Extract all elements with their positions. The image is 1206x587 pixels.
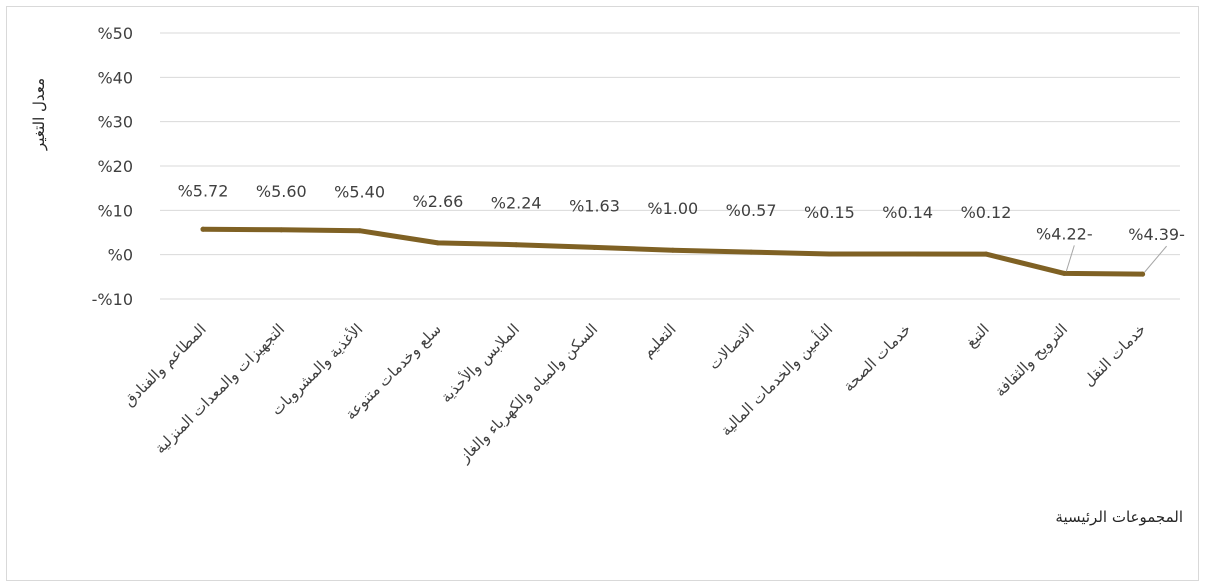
y-tick-label: %10 — [97, 201, 133, 220]
y-tick-label: %20 — [97, 157, 133, 176]
data-label: %1.63 — [569, 196, 620, 215]
data-point — [513, 242, 519, 248]
data-label: %0.15 — [804, 203, 855, 222]
y-tick-label: %40 — [97, 68, 133, 87]
x-tick-label: الاتصالات — [705, 320, 758, 373]
data-point — [670, 247, 676, 253]
data-label: %0.12 — [961, 203, 1012, 222]
data-point — [200, 226, 206, 232]
data-label: %5.72 — [178, 181, 229, 200]
data-point — [826, 251, 832, 257]
x-axis-title: المجموعات الرئيسية — [1055, 508, 1183, 526]
x-tick-label: الملابس والأحذية — [436, 319, 523, 406]
data-label: %0.14 — [882, 203, 933, 222]
data-point — [278, 227, 284, 233]
data-point — [905, 251, 911, 257]
leader-lines — [1065, 245, 1167, 273]
x-tick-label: الترويح والثقافة — [991, 320, 1071, 400]
leader-line — [1144, 245, 1167, 273]
x-tick-label: التبغ — [962, 320, 993, 351]
data-label: %2.66 — [412, 192, 463, 211]
y-axis-ticks: %50 %40 %30 %20 %10 %0 -%10 — [92, 24, 133, 309]
data-label: %4.22- — [1036, 224, 1093, 243]
y-tick-label: %50 — [97, 24, 133, 43]
x-tick-label: المطاعم والفنادق — [120, 320, 210, 410]
x-tick-label: خدمات النقل — [1080, 320, 1150, 390]
x-tick-label: التجهيزات والمعدات المنزلية — [151, 320, 288, 457]
data-point — [435, 240, 441, 246]
data-label: %2.24 — [491, 194, 542, 213]
data-point — [748, 249, 754, 255]
data-label: %5.60 — [256, 182, 307, 201]
chart-frame — [6, 6, 1199, 581]
x-tick-label: السكن والمياه والكهرباء والغاز — [455, 320, 601, 466]
data-label: %5.40 — [334, 183, 385, 202]
y-tick-label: -%10 — [92, 290, 133, 309]
x-tick-label: خدمات الصحة — [839, 320, 914, 395]
y-axis-title: معدل التغير — [30, 78, 48, 151]
data-point — [1061, 270, 1067, 276]
data-point — [1140, 271, 1146, 277]
y-tick-label: %30 — [97, 113, 133, 132]
x-tick-label: التعليم — [639, 320, 680, 361]
data-point — [357, 228, 363, 234]
data-labels: %5.72 %5.60 %5.40 %2.66 %2.24 %1.63 %1.00 %0.57… — [178, 181, 1185, 244]
series-line-group — [200, 226, 1146, 277]
data-point — [592, 244, 597, 250]
data-label: %1.00 — [647, 199, 698, 218]
data-label: %0.57 — [726, 201, 777, 220]
y-tick-label: %0 — [108, 246, 133, 265]
data-label: %4.39- — [1128, 225, 1185, 244]
leader-line — [1065, 245, 1075, 272]
data-point — [983, 251, 989, 257]
gridlines — [160, 32, 1180, 300]
